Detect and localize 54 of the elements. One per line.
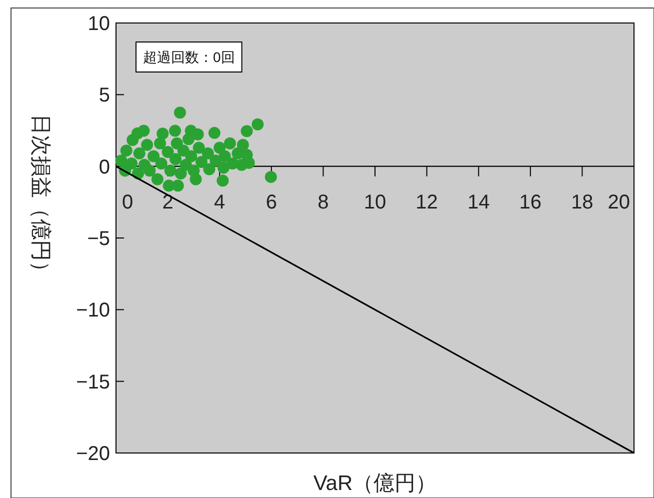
point xyxy=(133,147,146,160)
point xyxy=(202,147,214,160)
point xyxy=(264,170,277,183)
y-tick-label: 10 xyxy=(88,13,110,35)
x-tick-label: 6 xyxy=(266,191,277,214)
point xyxy=(126,157,138,170)
x-tick-label: 12 xyxy=(416,191,438,214)
point xyxy=(236,138,249,151)
point xyxy=(138,124,150,137)
x-tick-label: 18 xyxy=(571,191,594,214)
point xyxy=(172,180,184,192)
point xyxy=(203,163,216,176)
point xyxy=(156,128,169,140)
y-axis-title: 日次損益（億円） xyxy=(29,114,52,282)
x-tick-label: 20 xyxy=(608,191,630,214)
point xyxy=(240,125,253,138)
point xyxy=(217,162,230,174)
y-tick-label: −5 xyxy=(87,228,110,250)
point xyxy=(208,126,220,139)
point xyxy=(195,156,208,168)
point xyxy=(185,150,198,162)
point xyxy=(120,144,132,157)
x-tick-label: 0 xyxy=(122,191,134,214)
point xyxy=(151,173,164,186)
point xyxy=(154,137,166,150)
x-tick-label: 4 xyxy=(214,191,226,214)
point xyxy=(170,153,182,166)
point xyxy=(192,142,205,154)
x-tick-label: 14 xyxy=(467,191,490,214)
point xyxy=(141,138,154,151)
point xyxy=(148,150,160,162)
annotation: 超過回数：0回 xyxy=(143,49,235,65)
y-tick-label: 5 xyxy=(98,84,110,107)
point xyxy=(162,146,174,158)
y-tick-label: −10 xyxy=(76,300,110,322)
x-tick-label: 16 xyxy=(519,191,542,214)
x-axis-title: VaR（億円） xyxy=(313,472,437,495)
y-tick-label: 0 xyxy=(98,156,110,178)
point xyxy=(155,157,168,170)
point xyxy=(224,137,236,150)
point xyxy=(164,164,176,177)
point xyxy=(218,150,231,162)
point xyxy=(174,106,186,119)
point xyxy=(252,118,264,130)
x-tick-label: 8 xyxy=(318,191,329,214)
point xyxy=(216,174,229,187)
y-tick-label: −20 xyxy=(76,443,110,465)
point xyxy=(214,142,226,154)
point xyxy=(174,168,187,180)
point xyxy=(144,164,156,177)
point xyxy=(190,173,202,186)
y-tick-label: −15 xyxy=(76,371,110,394)
x-tick-label: 10 xyxy=(364,191,386,214)
point xyxy=(169,124,182,137)
